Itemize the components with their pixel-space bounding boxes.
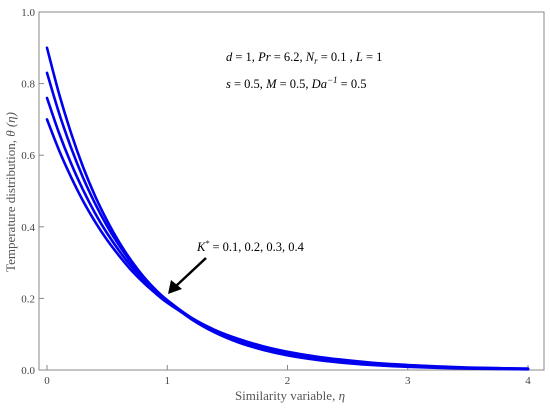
y-tick-label: 0.4 — [21, 222, 35, 234]
x-axis-title: Similarity variable, η — [235, 388, 345, 403]
y-tick-label: 1.0 — [21, 7, 35, 19]
x-tick-label: 3 — [405, 375, 411, 387]
series-line-4 — [45, 118, 530, 370]
annotation-arrow-shaft — [175, 257, 207, 287]
y-tick-label: 0.6 — [21, 150, 35, 162]
annotation-line-2: s = 0.5, M = 0.5, Da−1 = 0.5 — [226, 75, 366, 91]
plot-frame — [38, 11, 545, 371]
x-tick-label: 0 — [44, 375, 50, 387]
annotation-arrow-head — [168, 280, 182, 294]
y-tick-label: 0.2 — [21, 293, 35, 305]
y-tick-label: 0.0 — [21, 365, 35, 377]
series-line-3 — [45, 96, 530, 371]
x-tick-label: 1 — [165, 375, 171, 387]
y-axis-title: Temperature distribution, θ (η) — [3, 112, 18, 272]
x-tick-label: 4 — [525, 375, 531, 387]
arrow-label: K* = 0.1, 0.2, 0.3, 0.4 — [196, 239, 305, 254]
series-line-2 — [45, 71, 530, 371]
x-tick-label: 2 — [285, 375, 291, 387]
series-group — [45, 46, 530, 371]
y-tick-label: 0.8 — [21, 79, 35, 91]
series-line-1 — [45, 46, 530, 371]
ticks: 0 1 2 3 4 0.0 0.2 0.4 0.6 0.8 1.0 — [21, 7, 531, 387]
annotation-line-1: d = 1, Pr = 6.2, Nr = 0.1 , L = 1 — [226, 50, 382, 66]
